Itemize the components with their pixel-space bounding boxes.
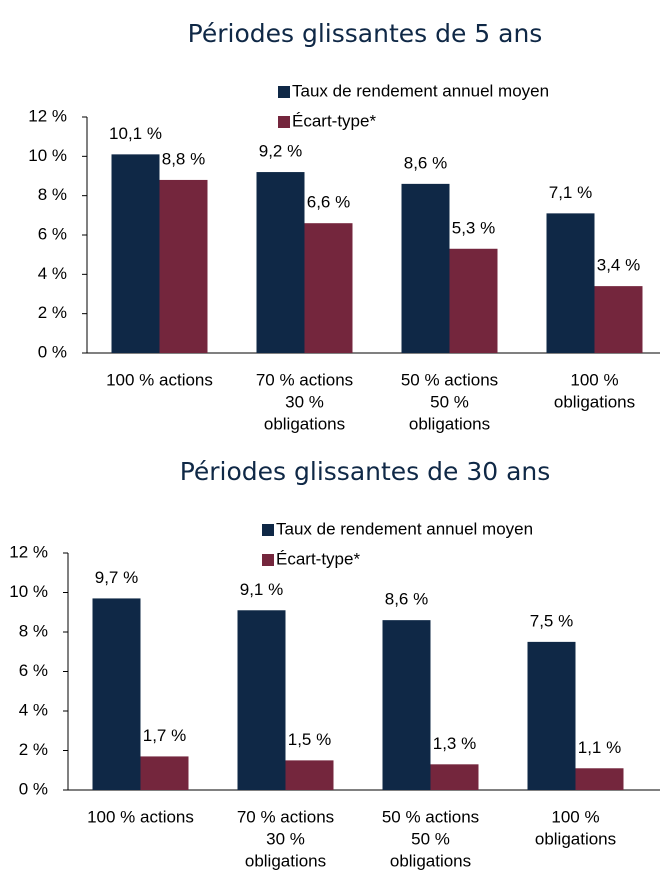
bar <box>237 610 286 790</box>
y-tick-label: 4 % <box>38 264 67 283</box>
bar <box>430 764 479 790</box>
x-tick-label: obligations <box>245 851 326 870</box>
legend-label: Écart-type* <box>276 549 360 568</box>
bar <box>111 154 160 353</box>
y-tick-label: 2 % <box>38 303 67 322</box>
legend-label: Taux de rendement annuel moyen <box>292 81 549 100</box>
y-tick-label: 10 % <box>9 582 48 601</box>
legend-swatch <box>278 116 290 128</box>
bar <box>285 760 334 790</box>
x-tick-label: 100 % actions <box>106 370 213 389</box>
legend-swatch <box>278 86 290 98</box>
value-label: 5,3 % <box>452 218 495 237</box>
bar <box>546 213 595 353</box>
bar <box>594 286 643 353</box>
chart-title: Périodes glissantes de 5 ans <box>188 19 543 48</box>
value-label: 7,5 % <box>530 611 573 630</box>
y-tick-label: 10 % <box>28 146 67 165</box>
y-tick-label: 12 % <box>28 106 67 125</box>
bar <box>382 620 431 790</box>
x-tick-label: obligations <box>409 414 490 433</box>
x-tick-label: 100 % <box>570 370 618 389</box>
bar <box>527 641 576 790</box>
x-tick-label: 30 % <box>266 829 305 848</box>
y-tick-label: 2 % <box>19 740 48 759</box>
x-tick-label: 100 % <box>551 807 599 826</box>
bar <box>304 223 353 353</box>
x-tick-label: obligations <box>390 851 471 870</box>
legend-label: Taux de rendement annuel moyen <box>276 519 533 538</box>
value-label: 1,5 % <box>288 730 331 749</box>
value-label: 6,6 % <box>307 193 350 212</box>
bar <box>575 768 624 790</box>
x-tick-label: 100 % actions <box>87 807 194 826</box>
x-tick-label: 50 % actions <box>401 370 498 389</box>
x-tick-label: obligations <box>264 414 345 433</box>
x-tick-label: obligations <box>535 829 616 848</box>
value-label: 10,1 % <box>109 124 162 143</box>
chart-title: Périodes glissantes de 30 ans <box>180 457 551 486</box>
value-label: 7,1 % <box>549 183 592 202</box>
y-tick-label: 8 % <box>19 621 48 640</box>
value-label: 9,1 % <box>240 580 283 599</box>
legend-swatch <box>262 524 274 536</box>
x-tick-label: 50 % <box>430 392 469 411</box>
value-label: 8,8 % <box>162 149 205 168</box>
bar <box>92 598 141 790</box>
bar <box>449 248 498 353</box>
y-tick-label: 12 % <box>9 542 48 561</box>
bar <box>159 179 208 353</box>
value-label: 8,6 % <box>404 153 447 172</box>
value-label: 9,2 % <box>259 142 302 161</box>
x-tick-label: 50 % actions <box>382 807 479 826</box>
x-tick-label: obligations <box>554 392 635 411</box>
y-tick-label: 0 % <box>38 342 67 361</box>
y-tick-label: 8 % <box>38 185 67 204</box>
value-label: 1,3 % <box>433 734 476 753</box>
legend-swatch <box>262 554 274 566</box>
x-tick-label: 70 % actions <box>256 370 353 389</box>
value-label: 1,1 % <box>578 738 621 757</box>
value-label: 1,7 % <box>143 726 186 745</box>
x-tick-label: 70 % actions <box>237 807 334 826</box>
bar <box>256 172 305 353</box>
y-tick-label: 6 % <box>38 224 67 243</box>
value-label: 3,4 % <box>597 256 640 275</box>
y-tick-label: 4 % <box>19 700 48 719</box>
x-tick-label: 50 % <box>411 829 450 848</box>
value-label: 8,6 % <box>385 590 428 609</box>
bar <box>401 183 450 353</box>
bar <box>140 756 189 790</box>
y-tick-label: 0 % <box>19 779 48 798</box>
legend-label: Écart-type* <box>292 111 376 130</box>
y-tick-label: 6 % <box>19 661 48 680</box>
value-label: 9,7 % <box>95 568 138 587</box>
x-tick-label: 30 % <box>285 392 324 411</box>
